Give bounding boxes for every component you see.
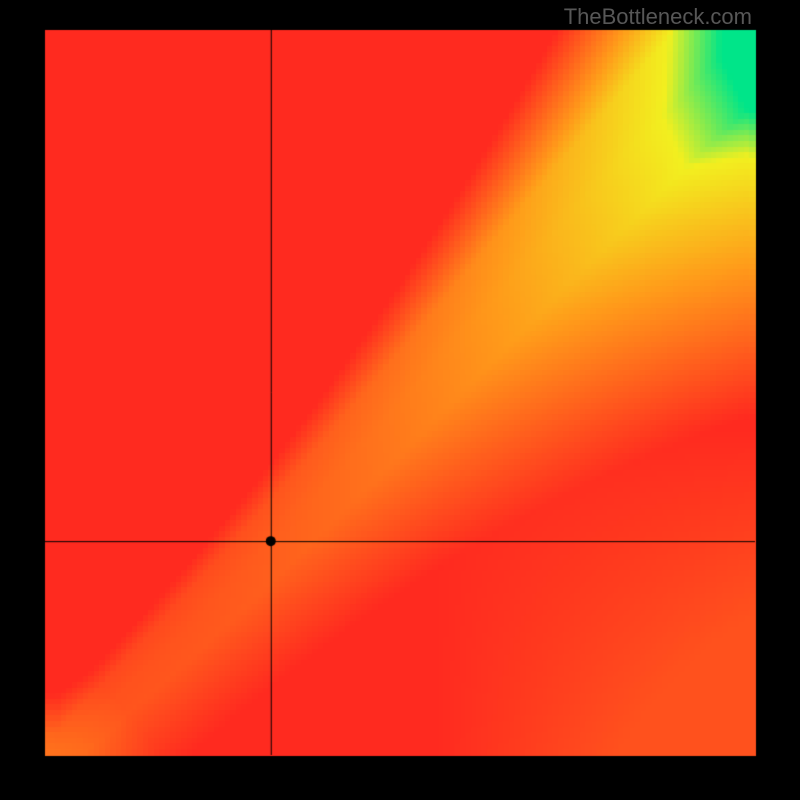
chart-container: TheBottleneck.com (0, 0, 800, 800)
bottleneck-heatmap (0, 0, 800, 800)
source-watermark: TheBottleneck.com (564, 4, 752, 30)
